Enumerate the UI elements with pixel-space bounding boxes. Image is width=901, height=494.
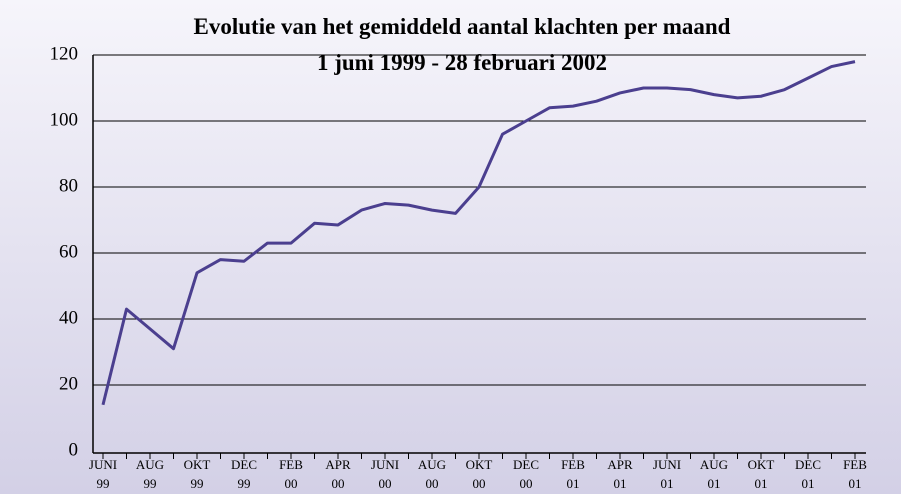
x-tick-label-line: JUNI <box>653 457 681 472</box>
x-tick-label-line: 01 <box>708 476 721 491</box>
x-tick-label-line: 01 <box>755 476 768 491</box>
x-tick-label-line: 01 <box>661 476 674 491</box>
x-tick-label-line: OKT <box>184 457 211 472</box>
x-tick-label: APR 00 <box>325 457 351 491</box>
data-line <box>101 60 856 406</box>
x-tick-label: JUNI 00 <box>371 457 399 491</box>
x-tick-label-line: OKT <box>466 457 493 472</box>
x-tick-label-line: DEC <box>513 457 539 472</box>
x-tick-label: OKT 99 <box>184 457 211 491</box>
y-tick-label: 40 <box>59 307 78 328</box>
x-tick-label-line: 99 <box>97 476 110 491</box>
x-tick-label-line: APR <box>325 457 351 472</box>
x-tick-label: DEC 01 <box>795 457 821 491</box>
x-tick-label-line: OKT <box>748 457 775 472</box>
x-tick-label-line: AUG <box>136 457 164 472</box>
y-tick-label: 80 <box>59 175 78 196</box>
x-tick-label-line: 00 <box>379 476 392 491</box>
chart-title: Evolutie van het gemiddeld aantal klacht… <box>194 14 731 39</box>
x-tick-label-line: 00 <box>473 476 486 491</box>
x-tick-label-line: 99 <box>238 476 251 491</box>
y-tick-label: 60 <box>59 241 78 262</box>
x-tick-label-line: 00 <box>332 476 345 491</box>
x-tick-label-line: JUNI <box>89 457 117 472</box>
x-tick-label: AUG 99 <box>136 457 164 491</box>
chart-subtitle: 1 juni 1999 - 28 februari 2002 <box>317 50 607 75</box>
x-tick-label: DEC 00 <box>513 457 539 491</box>
y-tick-label: 120 <box>50 43 79 64</box>
x-tick-label: JUNI 01 <box>653 457 681 491</box>
x-tick-label: OKT 00 <box>466 457 493 491</box>
x-tick-label: FEB 01 <box>843 457 867 491</box>
y-tick-label: 100 <box>50 109 79 130</box>
x-tick-label-line: AUG <box>700 457 728 472</box>
x-tick-label: DEC 99 <box>231 457 257 491</box>
x-tick-label-line: AUG <box>418 457 446 472</box>
x-tick-label-line: JUNI <box>371 457 399 472</box>
x-tick-label-line: 01 <box>567 476 580 491</box>
x-tick-label: AUG 00 <box>418 457 446 491</box>
x-tick-label-line: 01 <box>614 476 627 491</box>
x-tick-label-line: 01 <box>849 476 862 491</box>
x-tick-label: FEB 00 <box>279 457 303 491</box>
x-tick-label: APR 01 <box>607 457 633 491</box>
x-tick-label-line: 01 <box>802 476 815 491</box>
x-tick-label-line: 00 <box>426 476 439 491</box>
y-tick-label: 20 <box>59 373 78 394</box>
y-tick-label: 0 <box>69 439 79 460</box>
x-tick-label-line: DEC <box>231 457 257 472</box>
x-tick-label-line: 00 <box>285 476 298 491</box>
x-tick-label-line: FEB <box>279 457 303 472</box>
x-tick-label: AUG 01 <box>700 457 728 491</box>
x-tick-label-line: 99 <box>144 476 157 491</box>
x-tick-label-line: FEB <box>561 457 585 472</box>
x-tick-label: JUNI 99 <box>89 457 117 491</box>
x-tick-label-line: 99 <box>191 476 204 491</box>
x-tick-label: OKT 01 <box>748 457 775 491</box>
x-tick-label-line: FEB <box>843 457 867 472</box>
x-tick-label-line: APR <box>607 457 633 472</box>
x-tick-label-line: 00 <box>520 476 533 491</box>
x-tick-label-line: DEC <box>795 457 821 472</box>
x-tick-label: FEB 01 <box>561 457 585 491</box>
